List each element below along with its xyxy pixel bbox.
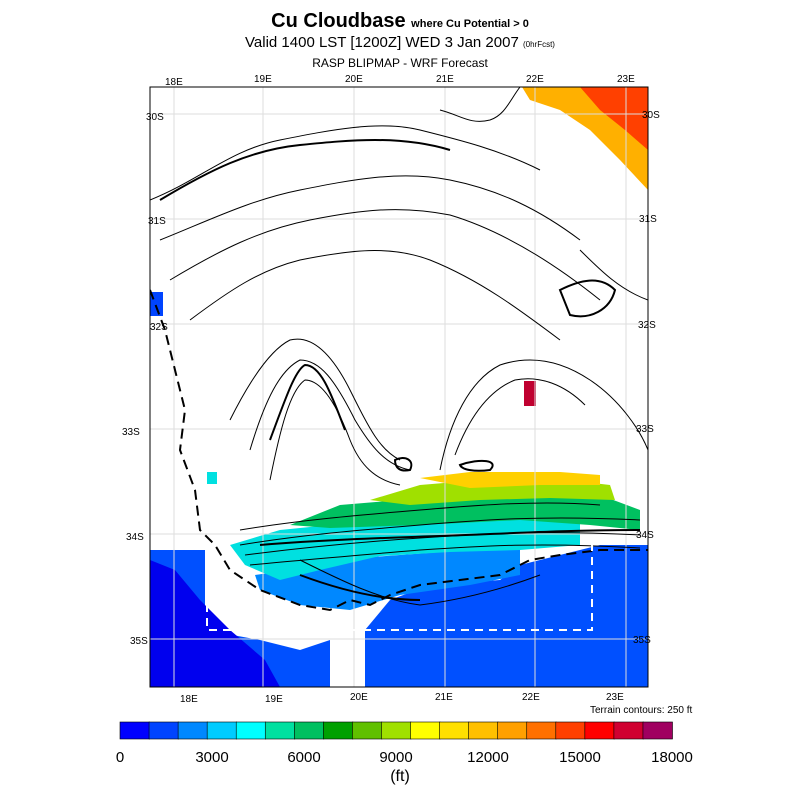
cloudbase-ne-red (580, 87, 648, 150)
colorbar-swatch (119, 721, 150, 740)
top-lon-label: 20E (345, 74, 363, 85)
colorbar-swatch (642, 721, 673, 740)
terrain-contour-note: Terrain contours: 250 ft (590, 705, 693, 716)
colorbar-swatch (584, 721, 615, 740)
map-frame (149, 86, 649, 688)
forecast-hour: (0hrFcst) (522, 40, 555, 49)
right-lat-label: 35S (633, 635, 651, 646)
colorbar-swatch (264, 721, 296, 740)
colorbar-swatch (294, 721, 325, 740)
cloudbase-band-cyan (230, 510, 580, 580)
cloudbase-spot-red (524, 381, 536, 406)
top-lon-label: 21E (436, 74, 454, 85)
colorbar-labels: 0 3000 6000 9000 12000 15000 18000 (116, 749, 693, 766)
colorbar-swatch (497, 721, 528, 740)
colorbar-swatches (119, 721, 673, 740)
left-lat-label: 32S (150, 322, 168, 333)
colorbar-swatch (235, 721, 267, 740)
coastline (150, 289, 648, 612)
cloudbase-band-green (290, 490, 640, 530)
left-lat-label: 34S (126, 532, 144, 543)
cloudbase-band-yellow (420, 472, 600, 488)
colorbar-swatch (410, 721, 441, 740)
right-lat-label: 34S (636, 530, 654, 541)
right-lat-label: 31S (639, 214, 657, 225)
colorbar-swatch (148, 721, 179, 740)
model-name: RASP BLIPMAP - WRF Forecast (312, 56, 488, 70)
map-plot-area (150, 87, 648, 687)
inner-domain-box (206, 540, 593, 631)
lat-lon-grid (150, 87, 648, 687)
colorbar-swatch (177, 721, 208, 740)
terrain-contours-bold (159, 139, 641, 601)
ocean-deep-west (150, 560, 280, 687)
left-lat-label: 33S (122, 427, 140, 438)
cloudbase-spot-cyan (207, 472, 217, 484)
colorbar-tick-label: 9000 (379, 749, 412, 766)
colorbar-tick-label: 12000 (467, 749, 509, 766)
left-lat-label: 35S (130, 636, 148, 647)
valid-time: Valid 1400 LST [1200Z] WED 3 Jan 2007 (0… (0, 34, 800, 51)
colorbar-tick-label: 18000 (651, 749, 693, 766)
top-lon-label: 23E (617, 74, 635, 85)
ocean-fill-east (365, 545, 648, 687)
colorbar-tick-label: 6000 (287, 749, 320, 766)
colorbar-swatch (555, 721, 586, 740)
top-lon-label: 18E (165, 77, 183, 88)
colorbar-swatch (323, 721, 354, 740)
title-main: Cu Cloudbase (271, 10, 406, 32)
top-lon-label: 19E (254, 74, 272, 85)
colorbar-swatch (468, 721, 499, 740)
bottom-lon-label: 21E (435, 692, 453, 703)
colorbar-tick-label: 15000 (559, 749, 601, 766)
bottom-lon-label: 23E (606, 692, 624, 703)
bottom-lon-label: 20E (350, 692, 368, 703)
right-lat-label: 32S (638, 320, 656, 331)
valid-time-text: Valid 1400 LST [1200Z] WED 3 Jan 2007 (245, 34, 519, 51)
colorbar-swatch (526, 721, 557, 740)
colorbar-swatch (613, 721, 644, 740)
bottom-lon-label: 22E (522, 692, 540, 703)
colorbar-tick-label: 3000 (195, 749, 228, 766)
bottom-lon-label: 19E (265, 694, 283, 705)
colorbar-unit: (ft) (390, 768, 410, 785)
left-lat-label: 31S (148, 216, 166, 227)
colorbar-swatch (439, 721, 470, 740)
terrain-contours (150, 87, 648, 606)
colorbar-tick-label: 0 (116, 749, 124, 766)
title-note: where Cu Potential > 0 (411, 18, 529, 30)
chart-title: Cu Cloudbase where Cu Potential > 0 (0, 10, 800, 33)
left-lat-label: 30S (146, 112, 164, 123)
colorbar-swatch (206, 721, 238, 740)
bottom-lon-label: 18E (180, 694, 198, 705)
right-lat-label: 33S (636, 424, 654, 435)
colorbar-swatch (352, 721, 383, 740)
top-lon-label: 22E (526, 74, 544, 85)
right-lat-label: 30S (642, 110, 660, 121)
colorbar-swatch (381, 721, 412, 740)
